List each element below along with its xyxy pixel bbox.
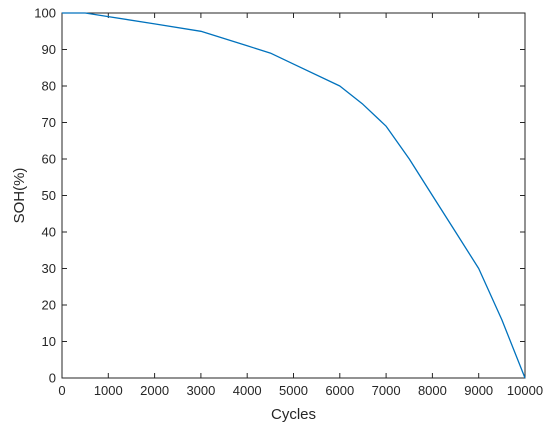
x-tick-label: 3000 (186, 383, 215, 398)
y-tick-label: 50 (42, 188, 56, 203)
y-tick-label: 70 (42, 115, 56, 130)
x-tick-label: 5000 (279, 383, 308, 398)
x-tick-label: 8000 (418, 383, 447, 398)
y-tick-label: 90 (42, 42, 56, 57)
y-tick-label: 60 (42, 152, 56, 167)
x-tick-label: 4000 (233, 383, 262, 398)
x-tick-label: 10000 (507, 383, 543, 398)
y-tick-label: 10 (42, 334, 56, 349)
x-tick-label: 2000 (140, 383, 169, 398)
x-axis-ticks: 0 1000 2000 3000 4000 5000 6000 7000 8000 9000 100… (58, 13, 543, 398)
y-axis-label: SOH(%) (11, 168, 28, 224)
y-tick-label: 30 (42, 261, 56, 276)
y-tick-label: 40 (42, 225, 56, 240)
y-tick-label: 0 (49, 371, 56, 386)
series-layer (62, 12, 526, 379)
plot-area (61, 12, 526, 379)
x-tick-label: 0 (58, 383, 65, 398)
x-tick-label: 9000 (464, 383, 493, 398)
y-tick-label: 80 (42, 79, 56, 94)
x-tick-label: 7000 (372, 383, 401, 398)
x-tick-label: 6000 (325, 383, 354, 398)
series-line (62, 12, 526, 379)
y-tick-label: 100 (34, 6, 56, 21)
y-tick-label: 20 (42, 298, 56, 313)
x-tick-label: 1000 (94, 383, 123, 398)
x-axis-label: Cycles (271, 406, 316, 423)
